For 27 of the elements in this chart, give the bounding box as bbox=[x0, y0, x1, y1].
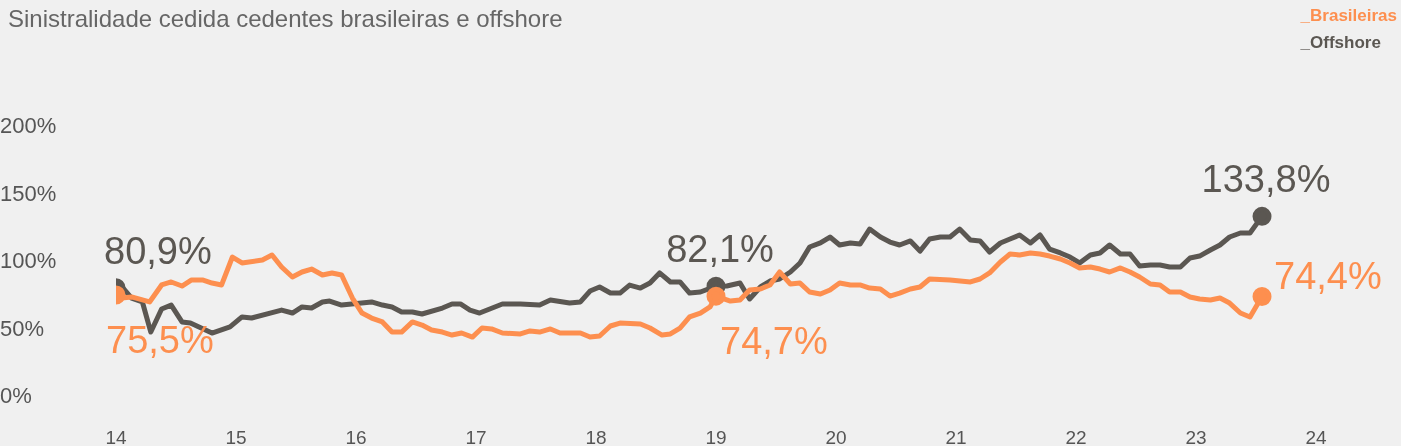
data-label: 74,7% bbox=[720, 319, 828, 362]
x-tick-label: 16 bbox=[345, 426, 367, 446]
y-tick-label: 0% bbox=[0, 383, 32, 409]
y-tick-label: 50% bbox=[0, 315, 45, 341]
x-tick-label: 19 bbox=[705, 426, 727, 446]
data-label: 133,8% bbox=[1201, 158, 1331, 201]
point bbox=[1252, 206, 1272, 226]
x-tick-label: 18 bbox=[585, 426, 607, 446]
x-tick-label: 22 bbox=[1065, 426, 1087, 446]
x-tick-label: 15 bbox=[225, 426, 247, 446]
x-tick-label: 17 bbox=[465, 426, 487, 446]
data-label: 74,4% bbox=[1274, 254, 1382, 297]
y-tick-label: 150% bbox=[0, 180, 57, 206]
y-tick-label: 200% bbox=[0, 113, 57, 139]
data-label: 75,5% bbox=[106, 318, 214, 361]
text: _Offshore bbox=[1300, 32, 1382, 54]
x-tick-label: 21 bbox=[945, 426, 967, 446]
x-tick-label: 24 bbox=[1305, 426, 1327, 446]
y-tick-label: 100% bbox=[0, 248, 57, 274]
x-tick-label: 23 bbox=[1185, 426, 1207, 446]
chart-title: Sinistralidade cedida cedentes brasileiras e offshore bbox=[8, 5, 563, 33]
data-label: 82,1% bbox=[666, 228, 774, 271]
data-label: 80,9% bbox=[104, 229, 212, 272]
point bbox=[1252, 287, 1272, 307]
text: _Brasileiras bbox=[1300, 5, 1397, 27]
x-tick-label: 20 bbox=[825, 426, 847, 446]
x-tick-label: 14 bbox=[105, 426, 127, 446]
